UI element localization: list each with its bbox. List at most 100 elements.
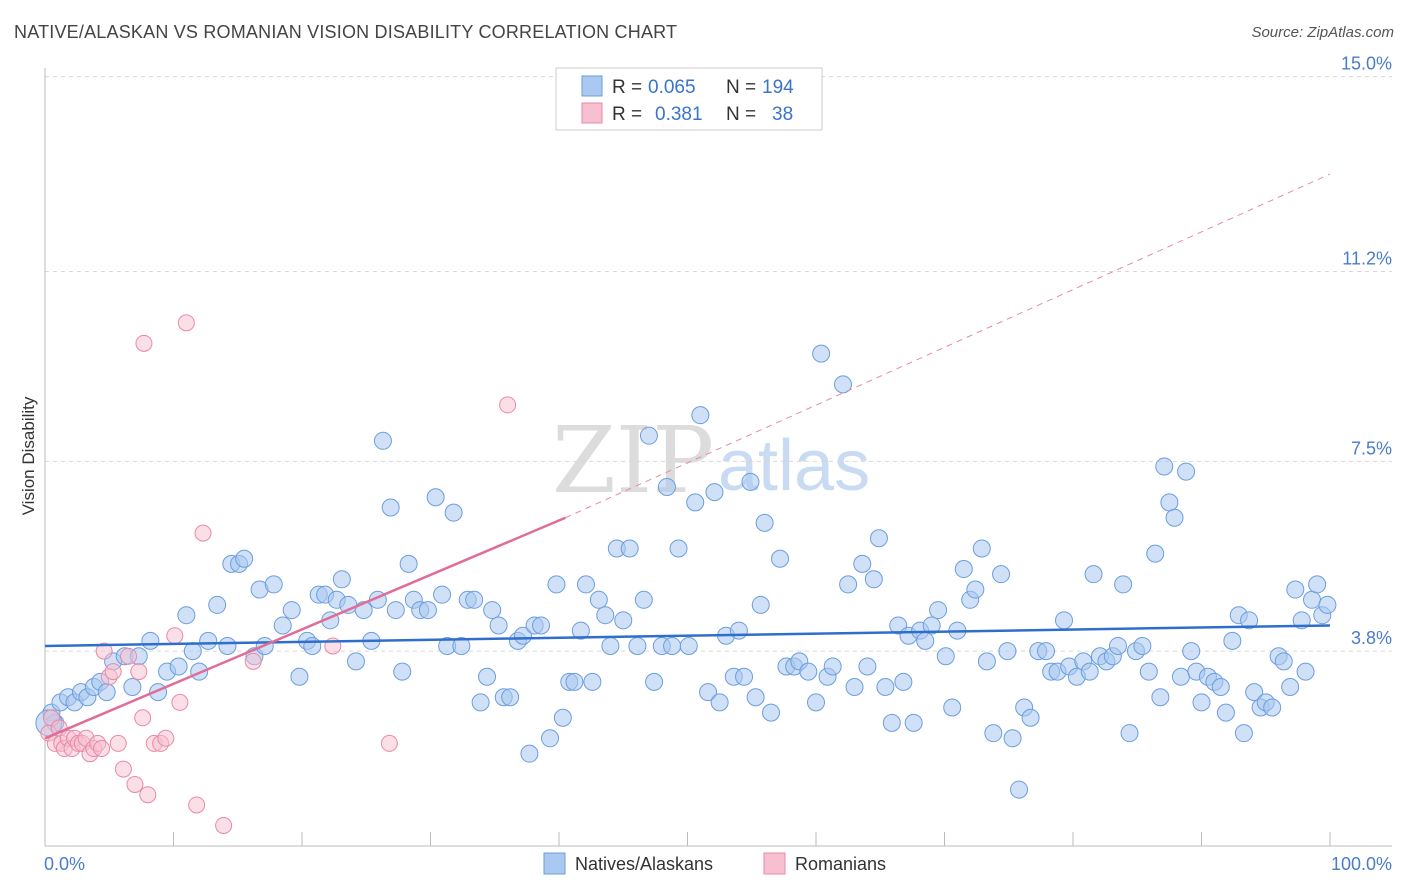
- data-point-natives: [1080, 662, 1099, 681]
- y-tick-label: 15.0%: [1341, 54, 1392, 74]
- data-point-natives: [273, 616, 292, 635]
- data-point-romanians: [120, 647, 138, 665]
- legend-n-label-2: N =: [726, 104, 756, 125]
- data-point-natives: [465, 590, 484, 609]
- data-point-natives: [141, 631, 160, 650]
- data-point-natives: [691, 406, 710, 425]
- data-point-natives: [1108, 636, 1127, 655]
- data-point-natives: [735, 667, 754, 686]
- data-point-natives: [483, 601, 502, 620]
- data-point-natives: [235, 549, 254, 568]
- data-point-natives: [663, 636, 682, 655]
- data-point-natives: [1160, 493, 1179, 512]
- data-point-natives: [444, 503, 463, 522]
- data-point-natives: [894, 672, 913, 691]
- data-point-natives: [799, 662, 818, 681]
- data-point-natives: [565, 672, 584, 691]
- data-point-natives: [1171, 667, 1190, 686]
- data-point-natives: [729, 621, 748, 640]
- data-point-natives: [984, 724, 1003, 743]
- data-point-natives: [1192, 693, 1211, 712]
- series-legend: Natives/Alaskans Romanians: [543, 852, 886, 875]
- data-point-natives: [1216, 703, 1235, 722]
- data-point-natives: [1234, 724, 1253, 743]
- data-point-natives: [571, 621, 590, 640]
- data-point-romanians: [134, 709, 152, 727]
- legend-r-label-2: R =: [612, 104, 642, 125]
- data-point-natives: [645, 672, 664, 691]
- data-point-natives: [929, 601, 948, 620]
- data-point-romanians: [188, 796, 206, 814]
- data-point-natives: [1010, 780, 1029, 799]
- data-point-natives: [839, 575, 858, 594]
- legend-r-label-1: R =: [612, 77, 642, 98]
- data-point-romanians: [135, 334, 153, 352]
- data-point-romanians: [114, 760, 132, 778]
- data-point-natives: [1281, 678, 1300, 696]
- correlation-legend: R = 0.065 N = 194 R = 0.381 N = 38: [555, 67, 823, 131]
- data-point-natives: [399, 554, 418, 573]
- y-axis-title: Vision Disability: [19, 396, 38, 515]
- data-point-natives: [589, 590, 608, 609]
- data-point-natives: [710, 693, 729, 712]
- data-point-natives: [1114, 575, 1133, 594]
- data-point-natives: [601, 636, 620, 655]
- bottom-legend-swatch-natives: [543, 852, 566, 875]
- data-point-romanians: [104, 663, 122, 681]
- data-point-natives: [751, 595, 770, 614]
- data-point-romanians: [109, 734, 127, 752]
- data-point-natives: [762, 703, 781, 722]
- data-point-natives: [1155, 457, 1174, 476]
- data-point-natives: [634, 590, 653, 609]
- data-point-natives: [657, 477, 676, 496]
- data-point-natives: [639, 426, 658, 445]
- series-natives-points: [35, 344, 1337, 799]
- data-point-natives: [1240, 611, 1259, 630]
- data-point-natives: [489, 616, 508, 635]
- data-point-romanians: [126, 775, 144, 793]
- data-point-natives: [452, 636, 471, 655]
- data-point-romanians: [380, 734, 398, 752]
- data-point-natives: [705, 483, 724, 502]
- data-point-natives: [845, 678, 864, 696]
- data-point-natives: [183, 642, 202, 661]
- y-tick-label: 7.5%: [1351, 438, 1392, 458]
- data-point-natives: [1223, 631, 1242, 650]
- data-point-natives: [1263, 698, 1282, 717]
- data-point-natives: [553, 708, 572, 727]
- data-point-natives: [303, 636, 322, 655]
- data-point-natives: [755, 513, 774, 532]
- data-point-natives: [812, 344, 831, 363]
- watermark: ZIP atlas: [552, 407, 870, 514]
- data-point-natives: [972, 539, 991, 558]
- data-point-natives: [478, 667, 497, 686]
- data-point-natives: [393, 662, 412, 681]
- data-point-natives: [433, 585, 452, 604]
- data-point-romanians: [95, 642, 113, 660]
- data-point-natives: [1303, 590, 1322, 609]
- data-point-natives: [514, 626, 533, 645]
- data-point-natives: [1133, 636, 1152, 655]
- data-point-natives: [1120, 724, 1139, 743]
- y-tick-label: 3.8%: [1351, 628, 1392, 648]
- data-point-natives: [208, 595, 227, 614]
- data-point-natives: [864, 570, 883, 589]
- legend-n-value-2: 38: [772, 104, 793, 125]
- data-point-romanians: [215, 816, 233, 834]
- legend-n-label-1: N =: [726, 77, 756, 98]
- data-point-natives: [943, 698, 962, 717]
- data-point-natives: [1139, 662, 1158, 681]
- data-point-natives: [916, 631, 935, 650]
- data-point-natives: [1308, 575, 1327, 594]
- data-point-romanians: [177, 314, 195, 332]
- data-point-natives: [869, 529, 888, 548]
- x-ticks: [173, 832, 1331, 846]
- data-point-romanians: [244, 652, 262, 670]
- data-point-natives: [547, 575, 566, 594]
- data-point-natives: [1245, 683, 1264, 702]
- data-point-natives: [771, 549, 790, 568]
- bottom-legend-romanians: Romanians: [795, 854, 886, 874]
- trend-line-natives: [44, 624, 1331, 648]
- data-point-natives: [669, 539, 688, 558]
